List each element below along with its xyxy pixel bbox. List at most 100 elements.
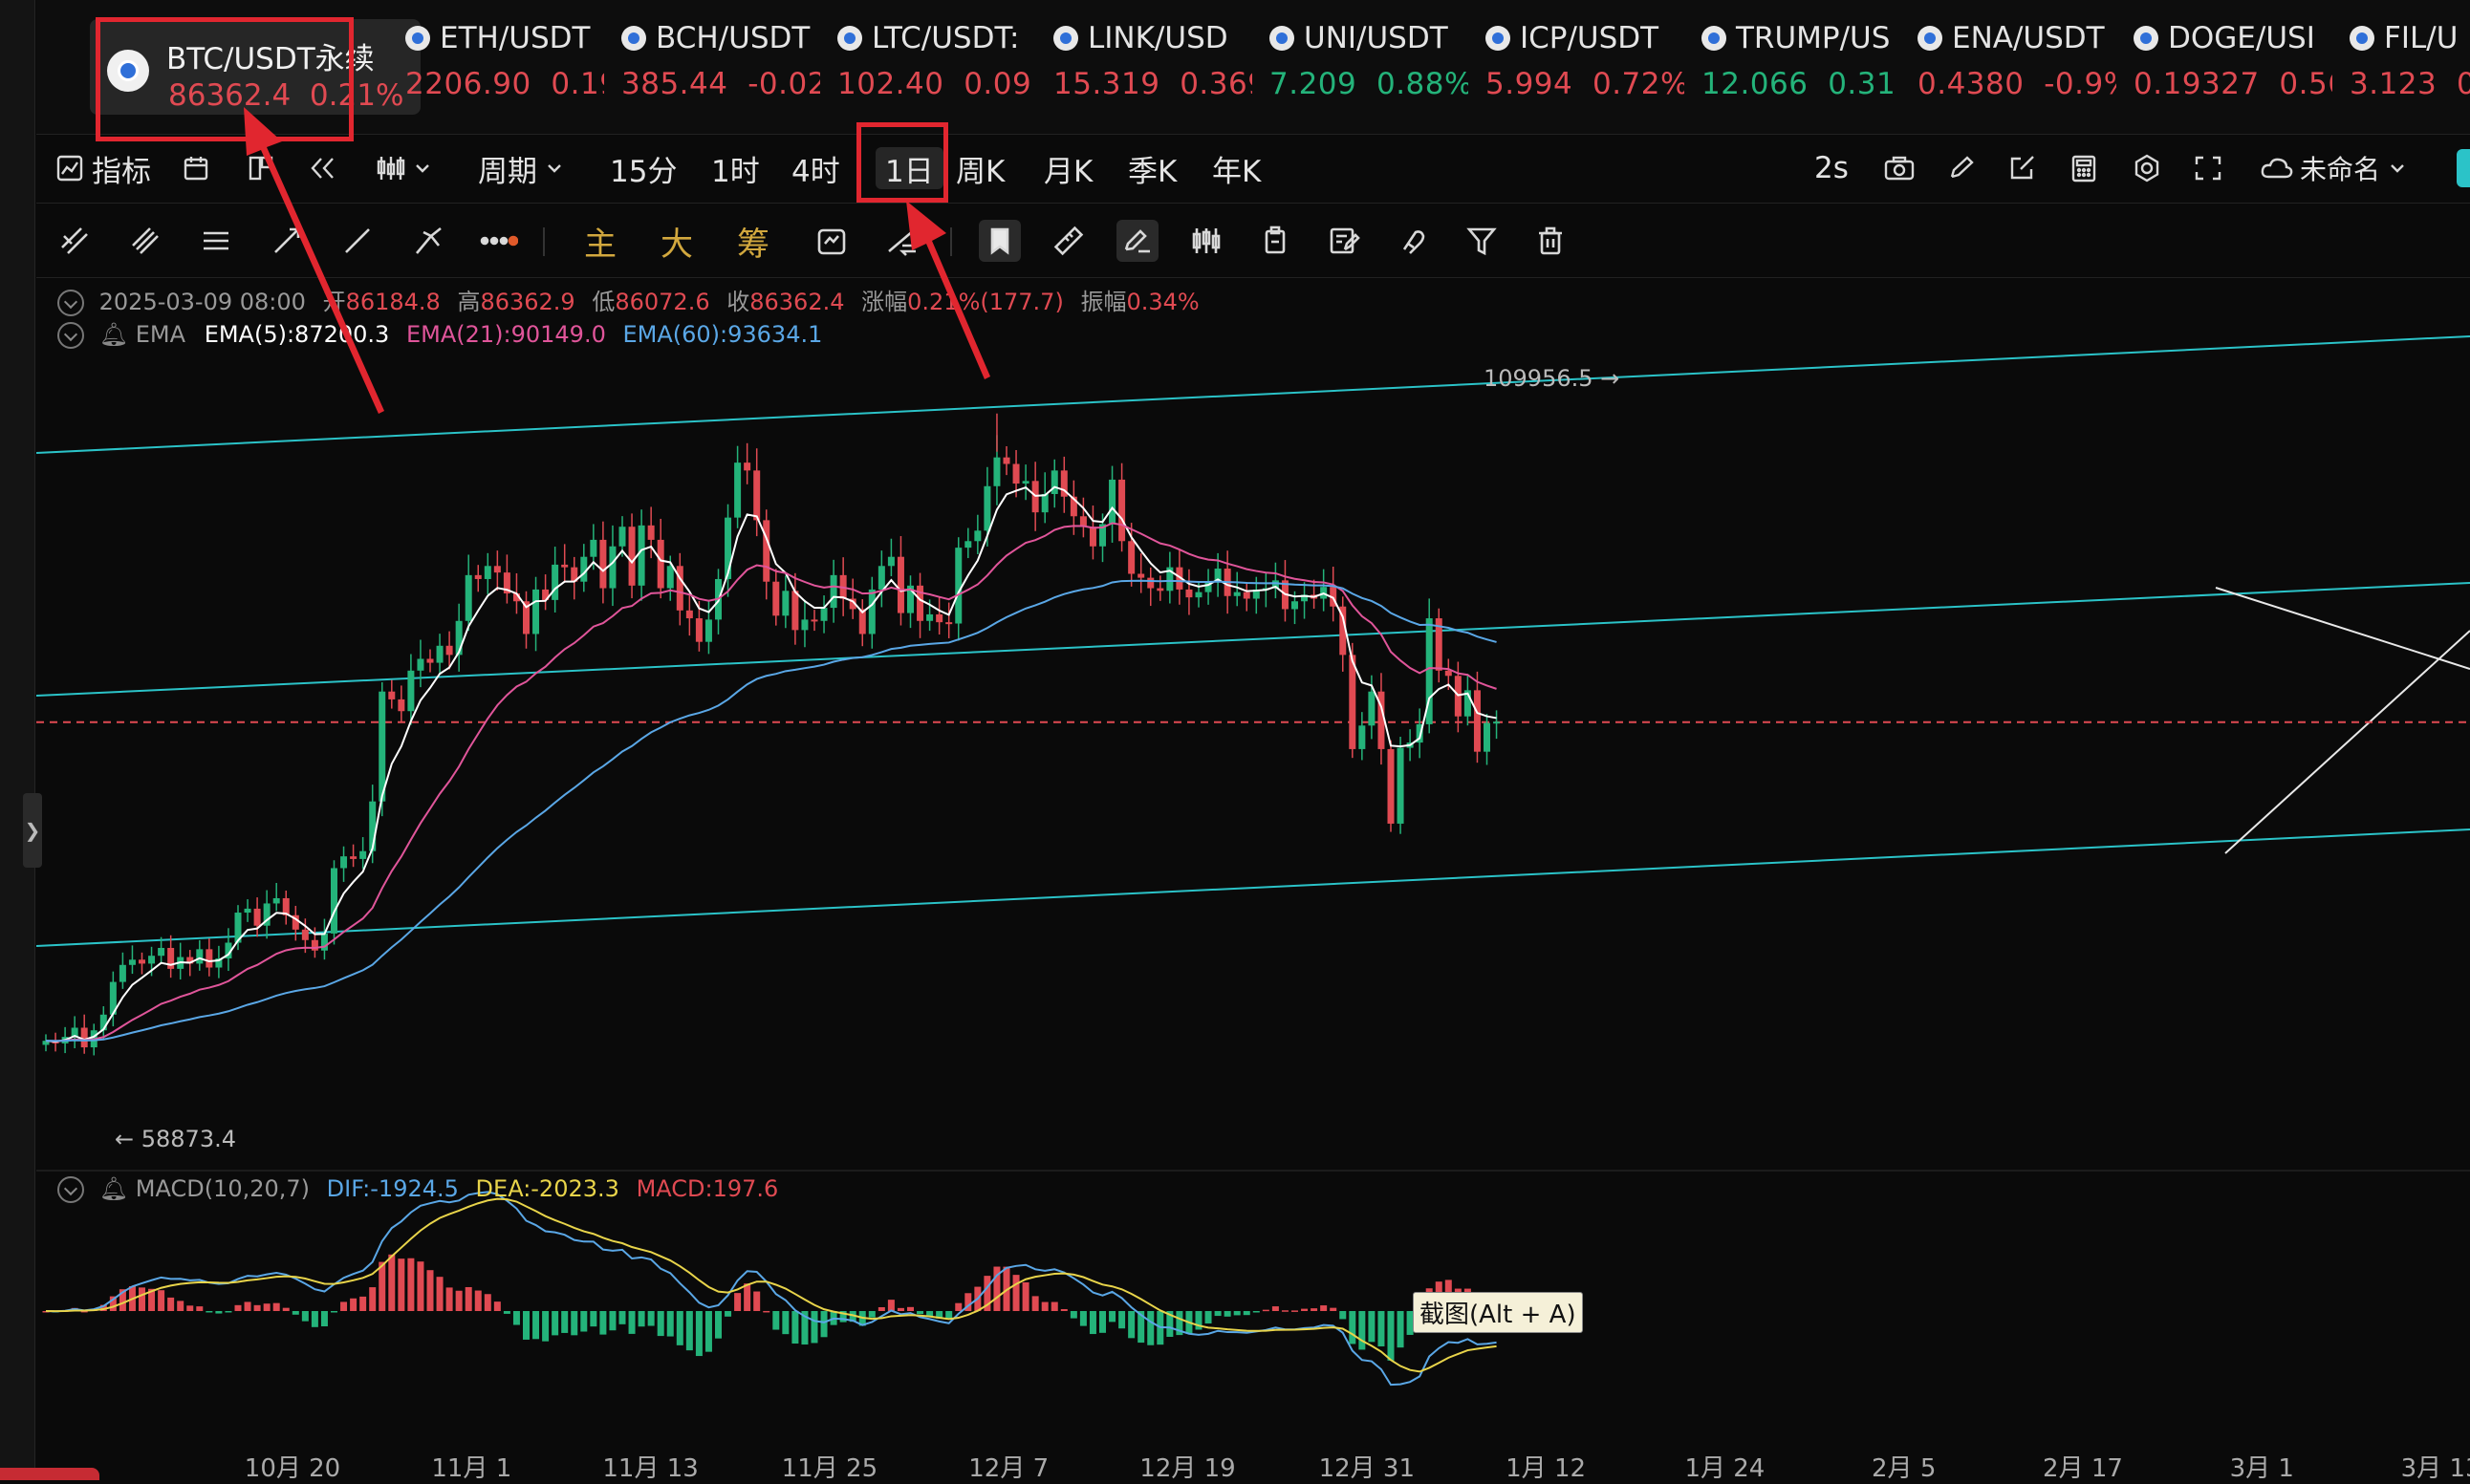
interval-week[interactable]: 周K [956,154,1006,189]
candle [1166,567,1174,591]
candle [657,539,664,589]
macd-histogram-bar [907,1306,914,1311]
candle [244,908,251,914]
ticker-item[interactable]: UNI/USDT 7.209 0.88% [1269,21,1468,117]
interval-1h[interactable]: 1时 [711,154,760,189]
candle [580,556,588,582]
macd-histogram-bar [618,1311,626,1324]
period-dropdown[interactable]: 周期 [478,147,564,189]
calculator-button[interactable] [2069,147,2099,189]
ticker-item[interactable]: LINK/USD 15.319 0.369 [1053,21,1252,117]
fullscreen-button[interactable] [2193,147,2223,189]
interval-season[interactable]: 季K [1128,154,1178,189]
chart-area[interactable]: 2025-03-09 08:00 开86184.8 高86362.9 低8607… [36,277,2470,1480]
candle [417,658,424,671]
macd-histogram-bar [1224,1311,1231,1317]
trend-line-tool[interactable] [336,220,379,262]
compare-tool[interactable] [881,220,923,262]
ticker-item[interactable]: DOGE/USI 0.19327 0.56 [2134,21,2332,117]
candle [1204,581,1212,592]
calendar-button[interactable] [182,147,210,189]
ticker-item[interactable]: ICP/USDT 5.994 0.72% [1485,21,1684,117]
ticker-item[interactable]: TRUMP/US 12.066 0.31 [1701,21,1900,117]
ticker-item[interactable]: ETH/USDT 2206.90 0.19 [405,21,604,117]
ema21-line [45,522,1497,1043]
draw-button[interactable] [1946,147,1977,189]
parallel-channel-tool[interactable] [124,220,166,262]
candle [128,959,136,965]
chart-type-button[interactable] [375,147,432,189]
candle [234,913,242,943]
interval-year[interactable]: 年K [1212,154,1262,189]
delete-tool[interactable] [1529,220,1571,262]
macd-histogram-bar [1281,1310,1289,1312]
ticker-symbol: ICP/USDT [1520,21,1659,55]
clipboard-tool[interactable] [1254,220,1296,262]
ticker-item[interactable]: FIL/U 3.123 0. [2350,21,2470,117]
macd-histogram-bar [119,1289,126,1311]
macd-histogram-bar [868,1311,876,1318]
candle [1463,690,1471,717]
ticker-item[interactable]: ENA/USDT 0.4380 -0.9% [1918,21,2116,117]
pen-tool[interactable] [1116,220,1159,262]
chevron-down-icon [548,164,561,173]
filter-tool[interactable] [1461,220,1503,262]
ruler-tool[interactable] [1048,220,1090,262]
candle [109,981,117,1015]
layout-button[interactable] [247,147,275,189]
candle [1185,589,1193,598]
indicators-button[interactable]: 指标 [55,147,151,189]
multi-line-tool[interactable] [54,220,96,262]
interval-1d[interactable]: 1日 [876,147,943,189]
macd-histogram-bar [331,1311,337,1313]
candle [225,942,232,958]
ticker-main-btc[interactable]: BTC/USDT永续 86362.4 0.21% [90,19,421,115]
macd-histogram-bar [772,1311,780,1330]
sidebar-collapse-handle[interactable]: ❯ [23,793,42,868]
settings-button[interactable] [2132,147,2162,189]
candle-compare-tool[interactable] [1185,220,1227,262]
interval-4h[interactable]: 4时 [791,154,840,189]
candle [1435,618,1442,671]
fork-tool[interactable] [407,220,449,262]
ema5-line [45,485,1497,1043]
workspace-dropdown[interactable]: 未命名 [2260,147,2407,189]
screenshot-button[interactable] [1883,147,1916,189]
more-tools-button[interactable] [478,220,520,262]
side-panel-tab[interactable] [2457,149,2470,187]
macd-histogram-bar [945,1311,953,1320]
trend-channel-line [36,828,2470,947]
candle [369,801,377,851]
candle [1358,725,1366,749]
ray-icon [274,227,300,253]
pen-edit-icon [1124,229,1150,253]
magnet-tool[interactable] [1392,220,1434,262]
bookmark-tool[interactable] [979,220,1021,262]
main-chart-toggle[interactable]: 主 [584,225,617,264]
interval-month[interactable]: 月K [1044,154,1094,189]
rewind-button[interactable] [308,147,338,189]
ticker-item[interactable]: LTC/USDT: 102.40 0.09 [837,21,1036,117]
candle [1301,594,1309,602]
sync-tool[interactable] [811,220,853,262]
large-order-toggle[interactable]: 大 [661,225,693,264]
chip-distribution-toggle[interactable]: 筹 [737,225,769,264]
macd-histogram-bar [1128,1311,1136,1339]
note-tool[interactable] [1323,220,1365,262]
refresh-interval[interactable]: 2s [1814,151,1849,185]
horizontal-lines-tool[interactable] [195,220,237,262]
x-axis-label: 3月 1 [2229,1454,2294,1483]
macd-histogram-bar [1166,1311,1174,1337]
compare-icon [888,229,920,256]
candle [858,609,866,634]
candle [99,1014,107,1031]
x-axis-label: 11月 13 [602,1454,699,1483]
ray-tool[interactable] [266,220,308,262]
candle [685,610,693,619]
ticker-item[interactable]: BCH/USDT 385.44 -0.02 [621,21,820,117]
candle [1243,591,1250,599]
candle [618,527,626,547]
ruler-icon [1053,226,1084,256]
popout-button[interactable] [2007,147,2038,189]
interval-15m[interactable]: 15分 [610,154,678,189]
